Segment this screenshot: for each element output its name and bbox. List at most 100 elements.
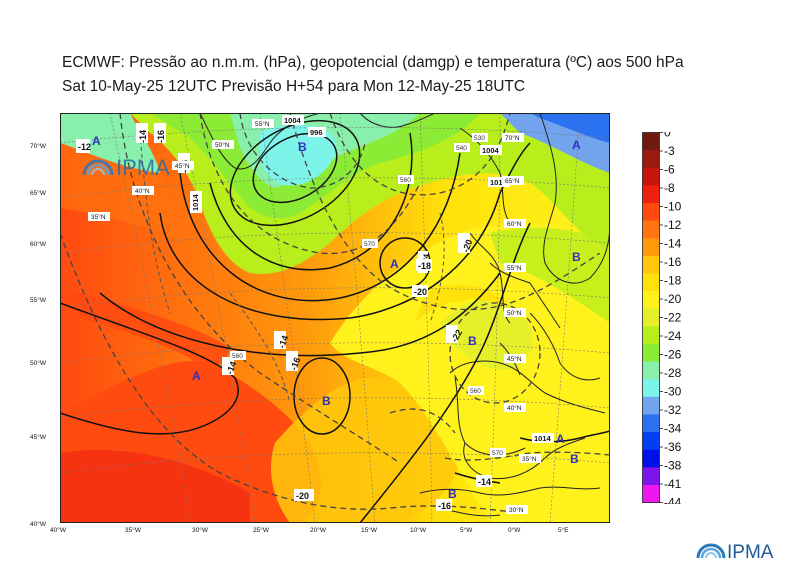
lat-tick-label: 50°W <box>30 359 47 367</box>
colorbar-label: -30 <box>664 385 682 399</box>
weather-map: A B A B A B B A B A B 1004 996 1014 1014… <box>60 113 610 523</box>
temp-field-scandinavia <box>490 227 610 323</box>
colorbar-swatch <box>642 150 660 169</box>
temp-field-yellow-center <box>270 377 459 523</box>
colorbar-label: -6 <box>664 163 675 177</box>
colorbar-swatch <box>642 326 660 345</box>
ipma-watermark: IPMA <box>82 155 170 180</box>
colorbar-label: -18 <box>664 274 682 288</box>
colorbar-label: -44 <box>664 496 682 505</box>
lat-label: 40°N <box>507 404 522 412</box>
colorbar-label: -26 <box>664 348 682 362</box>
chart-title: ECMWF: Pressão ao n.m.m. (hPa), geopoten… <box>62 54 684 71</box>
lat-label: 40°N <box>135 187 150 195</box>
lat-label: 35°N <box>91 213 106 221</box>
lon-tick-label: 0°W <box>508 526 521 534</box>
temp-label: -20 <box>460 238 474 254</box>
colorbar-swatch <box>642 343 660 362</box>
temp-label: -16 <box>288 356 302 372</box>
lon-tick-label: 40°W <box>50 526 67 534</box>
lat-tick-label: 70°W <box>30 142 47 150</box>
colorbar-label: -12 <box>664 218 682 232</box>
lat-label: 50°N <box>215 141 230 149</box>
colorbar-swatch <box>642 132 660 151</box>
pressure-center-high: A <box>192 369 201 383</box>
isotherms <box>139 132 445 404</box>
colorbar-swatch <box>642 396 660 415</box>
lat-label: 35°N <box>522 455 537 463</box>
colorbar-swatch <box>642 449 660 468</box>
colorbar-swatch <box>642 202 660 221</box>
colorbar-label: -36 <box>664 440 682 454</box>
pressure-center-low: B <box>298 140 307 154</box>
temp-label: -16 <box>156 130 166 143</box>
colorbar-label: -22 <box>664 311 682 325</box>
lat-tick-label: 60°W <box>30 240 47 248</box>
geopot-label: 560 <box>232 353 243 360</box>
ipma-logo-text: IPMA <box>727 542 774 562</box>
colorbar-label: -28 <box>664 366 682 380</box>
temp-label: -14 <box>478 477 491 487</box>
geopotential-labels: 560 570 530 540 560 570 560 <box>230 133 506 457</box>
temp-label: -20 <box>296 491 309 501</box>
lat-tick-label: 40°W <box>30 520 47 528</box>
geopot-label: 560 <box>470 388 481 395</box>
geopot-label: 530 <box>474 135 485 142</box>
geopot-label: 570 <box>492 450 503 457</box>
pressure-center-high: A <box>390 257 399 271</box>
colorbar-label: -3 <box>664 144 675 158</box>
lon-axis: 40°W 35°W 30°W 25°W 20°W 15°W 10°W 5°W 0… <box>50 526 569 534</box>
pressure-center-low: B <box>322 394 331 408</box>
lon-tick-label: 30°W <box>192 526 209 534</box>
lon-tick-label: 20°W <box>310 526 327 534</box>
temp-field-low-core <box>260 124 336 186</box>
colorbar-swatch <box>642 379 660 398</box>
temp-field-northeast-deepblue <box>530 113 610 143</box>
lat-axis: 70°W 65°W 60°W 55°W 50°W 45°W 40°W <box>30 142 47 528</box>
temp-label: -12 <box>78 142 91 152</box>
pressure-center-low: B <box>570 452 579 466</box>
lat-tick-label: 45°W <box>30 433 47 441</box>
pressure-center-low: B <box>468 334 477 348</box>
lon-tick-label: 5°W <box>460 526 473 534</box>
colorbar-swatch <box>642 238 660 257</box>
isobar-label: 1004 <box>482 146 500 155</box>
temp-label: -14 <box>138 130 148 143</box>
isobar-label: 996 <box>310 128 323 137</box>
lat-tick-label: 65°W <box>30 189 47 197</box>
pressure-center-high: A <box>556 432 565 446</box>
colorbar-swatch <box>642 361 660 380</box>
temp-field-hot-south <box>60 449 250 523</box>
pressure-center-high: A <box>92 134 101 148</box>
colorbar-swatch <box>642 467 660 486</box>
colorbar-label: -10 <box>664 200 682 214</box>
colorbar-swatch <box>642 220 660 239</box>
temp-field-band <box>415 284 510 323</box>
lat-label: 45°N <box>175 162 190 170</box>
lat-tick-label: 55°W <box>30 296 47 304</box>
west-lat-labels: 55°N 50°N 45°N 40°N 35°N <box>88 119 274 221</box>
colorbar-label: -16 <box>664 255 682 269</box>
colorbar-label: -41 <box>664 477 682 491</box>
colorbar-label: -24 <box>664 329 682 343</box>
geopot-label: 560 <box>400 177 411 184</box>
isobar-label: 1004 <box>284 116 302 125</box>
lon-tick-label: 25°W <box>253 526 270 534</box>
isobar-label: 1014 <box>534 434 552 443</box>
lat-label: 50°N <box>507 309 522 317</box>
colorbar-swatch <box>642 185 660 204</box>
colorbar-swatch <box>642 291 660 309</box>
temp-label: -18 <box>418 261 431 271</box>
colorbar-swatch <box>642 432 660 450</box>
lat-label: 45°N <box>507 355 522 363</box>
lat-label: 65°N <box>505 177 520 185</box>
temp-field-warm-west <box>60 288 230 367</box>
lat-label: 70°N <box>505 134 520 142</box>
lat-label: 60°N <box>507 220 522 228</box>
isobar-label: 1014 <box>191 193 200 211</box>
colorbar-swatch <box>642 308 660 327</box>
temp-label: -20 <box>414 287 427 297</box>
colorbar-swatch <box>642 167 660 186</box>
ipma-logo: IPMA <box>696 542 774 562</box>
colorbar-swatch <box>642 414 660 433</box>
